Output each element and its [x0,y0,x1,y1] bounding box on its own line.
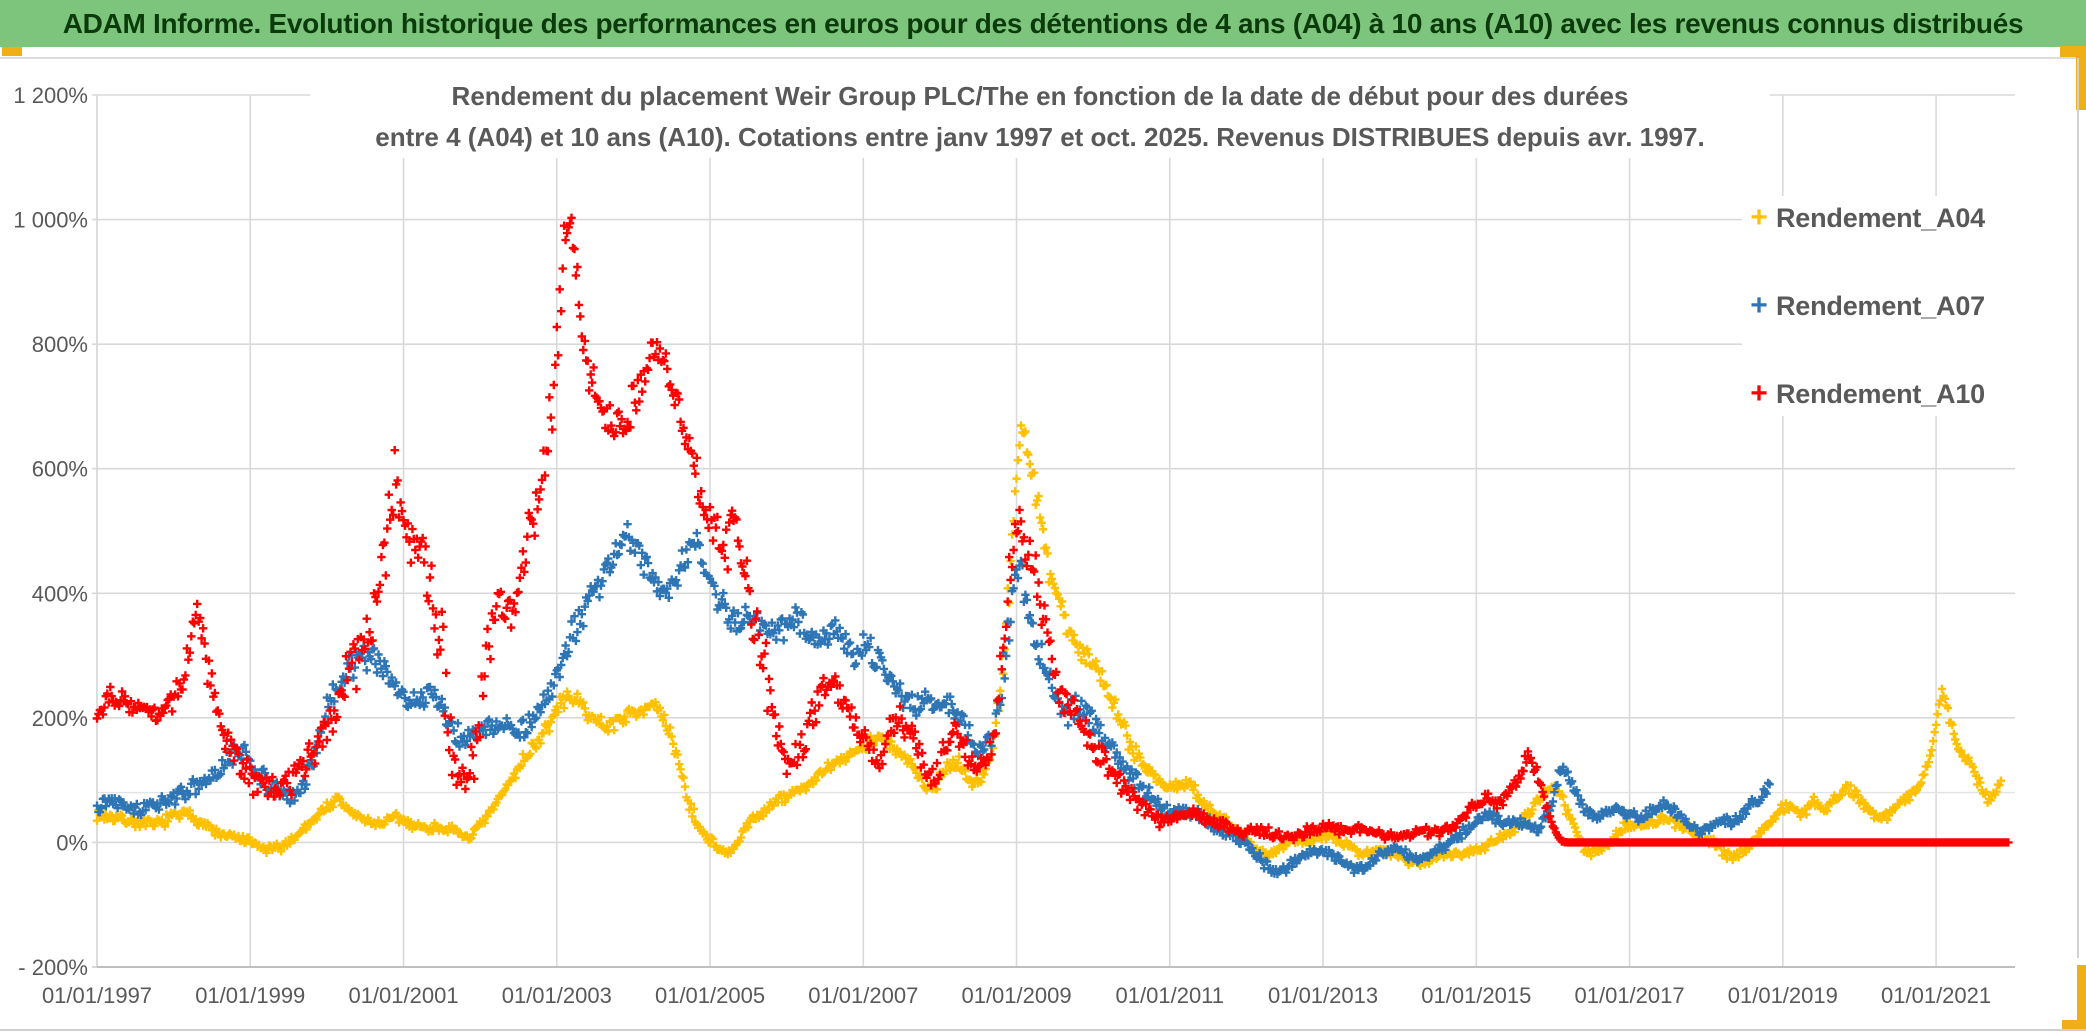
y-axis-tick-label-200: 200% [32,706,88,731]
x-axis-tick-label-2007: 01/01/2007 [808,983,918,1008]
x-axis-tick-label-2001: 01/01/2001 [348,983,458,1008]
y-axis-tick-label-1000: 1 000% [13,208,88,233]
chart-title-line1: Rendement du placement Weir Group PLC/Th… [451,81,1629,111]
x-axis-tick-label-2005: 01/01/2005 [655,983,765,1008]
plus-marker-icon-a07: + [1750,289,1768,322]
x-axis-tick-label-1997: 01/01/1997 [42,983,152,1008]
gold-accent-top-right-horizontal [2060,46,2086,57]
y-axis-tick-label-800: 800% [32,332,88,357]
legend-item-rendement-a04: + Rendement_A04 [1742,196,2072,240]
gold-accent-top-left [2,47,22,56]
x-axis-tick-label-2021: 01/01/2021 [1881,983,1991,1008]
y-axis-tick-label-1200: 1 200% [13,83,88,108]
gold-accent-bottom-right-horizontal [2062,1020,2086,1030]
y-axis-tick-label--200: - 200% [18,955,88,980]
x-axis-tick-label-2009: 01/01/2009 [961,983,1071,1008]
x-axis-tick-label-2003: 01/01/2003 [502,983,612,1008]
gold-accent-bottom-right-vertical [2077,965,2086,1030]
chart-right-border-line [2077,58,2079,958]
plus-marker-icon-a10: + [1750,377,1768,410]
plus-marker-icon-a04: + [1750,201,1768,234]
header-title: ADAM Informe. Evolution historique des p… [62,7,2024,39]
x-axis-tick-label-2019: 01/01/2019 [1728,983,1838,1008]
y-axis-tick-label-400: 400% [32,581,88,606]
chart-title-line2: entre 4 (A04) et 10 ans (A10). Cotations… [375,122,1705,152]
gold-accent-top-right-vertical [2076,46,2086,110]
legend-item-rendement-a10: + Rendement_A10 [1742,372,2072,416]
series-scatter-rendement_a04 [92,421,2006,870]
x-axis-tick-label-1999: 01/01/1999 [195,983,305,1008]
legend-item-rendement-a07: + Rendement_A07 [1742,284,2072,328]
legend: + Rendement_A04 + Rendement_A07 + Rendem… [1742,196,2072,416]
y-axis-tick-label-600: 600% [32,457,88,482]
y-axis-tick-label-0: 0% [56,830,88,855]
series-scatter-rendement_a10 [92,213,2013,847]
legend-label-a10: Rendement_A10 [1776,378,1985,409]
chart-title: Rendement du placement Weir Group PLC/Th… [310,76,1770,158]
header-banner: ADAM Informe. Evolution historique des p… [0,0,2086,47]
x-axis-tick-label-2017: 01/01/2017 [1575,983,1685,1008]
page-bottom-border-line [0,1029,2086,1031]
x-axis-tick-label-2013: 01/01/2013 [1268,983,1378,1008]
x-axis-tick-label-2015: 01/01/2015 [1421,983,1531,1008]
header-separator-line [0,57,2086,59]
legend-label-a04: Rendement_A04 [1776,202,1985,233]
x-axis-tick-label-2011: 01/01/2011 [1116,983,1224,1008]
legend-label-a07: Rendement_A07 [1776,290,1985,321]
